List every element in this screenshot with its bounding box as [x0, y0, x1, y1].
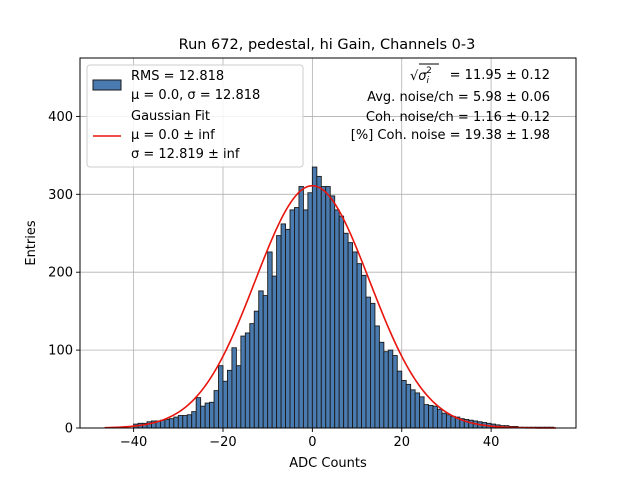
histogram-bar [311, 166, 318, 429]
histogram-bar [280, 223, 286, 429]
histogram-bar [378, 341, 385, 429]
histogram-bar [320, 186, 327, 429]
legend-histogram-swatch [92, 79, 122, 91]
histogram-bar [298, 186, 304, 429]
fit-curve-path [104, 184, 556, 429]
histogram-bar [441, 412, 447, 429]
legend-histogram-label-line2: μ = 0.0, σ = 12.818 [131, 88, 260, 103]
histogram-bar [227, 369, 233, 429]
histogram-bar [405, 383, 412, 429]
legend-fit-mu: μ = 0.0 ± inf [131, 128, 215, 143]
legend-fit-sigma: σ = 12.819 ± inf [131, 147, 240, 162]
histogram-bar [423, 404, 429, 429]
histogram-bar [401, 380, 407, 429]
histogram-bar [325, 186, 331, 429]
histogram-bar [410, 389, 416, 429]
legend-histogram-label-line1: RMS = 12.818 [131, 69, 224, 84]
y-axis-label: Entries [24, 220, 39, 266]
histogram-bar [240, 335, 246, 429]
histogram-bar [186, 414, 193, 429]
histogram-bar [387, 349, 394, 429]
histogram-bar [173, 416, 179, 429]
histogram-bar [419, 396, 425, 429]
legend: RMS = 12.818 μ = 0.0, σ = 12.818 Gaussia… [86, 64, 304, 168]
plot-frame [79, 57, 577, 429]
histogram-bar [294, 207, 300, 429]
y-tick-label: 100 [48, 344, 73, 359]
histogram-bar [195, 397, 202, 429]
gaussian-fit-curve [104, 184, 556, 429]
y-tick-label: 0 [65, 422, 73, 437]
histogram-bar [352, 251, 358, 429]
histogram-bar [289, 209, 295, 429]
histogram-bar [200, 405, 206, 429]
histogram-bar [414, 392, 421, 429]
x-axis-ticks: −40 −20 0 20 40 [120, 428, 499, 450]
x-tick-label: 20 [393, 435, 410, 450]
histogram-bar [276, 235, 282, 429]
histogram-bar [347, 242, 354, 429]
y-axis-ticks: 0 100 200 300 400 [48, 110, 80, 437]
histogram-bar [258, 290, 264, 429]
histogram-bar [249, 323, 255, 429]
histogram-bar [262, 295, 269, 429]
histogram-bar [316, 175, 322, 429]
histogram-bar [222, 380, 228, 429]
histogram-bar [235, 365, 242, 429]
annotation-line3: Coh. noise/ch = 1.16 ± 0.12 [366, 110, 550, 125]
histogram-bar [383, 351, 389, 429]
histogram-bar [253, 310, 260, 429]
y-tick-label: 300 [48, 188, 73, 203]
x-tick-label: 0 [308, 435, 316, 450]
noise-annotations: √σi2 = 11.95 ± 0.12 Avg. noise/ch = 5.98… [351, 63, 550, 143]
chart-title: Run 672, pedestal, hi Gain, Channels 0-3 [179, 37, 476, 53]
histogram-bar [437, 408, 443, 429]
histogram-bar [164, 418, 170, 429]
histogram-bar [307, 192, 313, 429]
histogram-bar [271, 275, 278, 429]
histogram-bar [329, 195, 336, 429]
x-tick-label: −40 [120, 435, 147, 450]
histogram-bar [370, 302, 376, 429]
histogram-bar [392, 355, 398, 429]
histogram-bar [302, 209, 309, 429]
y-tick-label: 400 [48, 110, 73, 125]
histogram-bar [213, 390, 219, 429]
histogram-bar [267, 251, 273, 429]
x-axis-label: ADC Counts [289, 456, 367, 471]
histogram-bar [374, 325, 380, 429]
histogram-bar [177, 415, 184, 429]
histogram-bar [365, 296, 371, 429]
histogram-bar [334, 209, 340, 429]
histogram-bar [343, 232, 349, 429]
x-tick-label: −20 [209, 435, 236, 450]
histogram-bar [338, 215, 345, 429]
y-tick-label: 200 [48, 266, 73, 281]
annotation-line2: Avg. noise/ch = 5.98 ± 0.06 [367, 90, 550, 105]
histogram-bar [432, 405, 438, 429]
histogram-bar [244, 332, 251, 429]
histogram-bar [218, 365, 224, 429]
histogram-bar [468, 419, 474, 429]
histogram-bar [209, 401, 215, 429]
histogram-bar [428, 404, 434, 429]
histogram-bar [356, 263, 362, 429]
histogram-bar [231, 347, 237, 429]
histogram-bar [450, 415, 456, 429]
sqrt-sigma-symbol: √σi2 [410, 66, 432, 86]
histogram-bar [396, 370, 403, 429]
x-tick-label: 40 [483, 435, 500, 450]
annotation-line1: = 11.95 ± 0.12 [450, 68, 550, 83]
histogram-bar [445, 414, 452, 429]
histogram-bar [168, 418, 175, 429]
legend-fit-label: Gaussian Fit [131, 109, 210, 124]
histogram-bar [285, 228, 291, 429]
histogram-bar [191, 411, 197, 429]
histogram-bar [204, 402, 211, 429]
annotation-line4: [%] Coh. noise = 19.38 ± 1.98 [351, 128, 550, 143]
histogram-bar [182, 415, 188, 429]
histogram-bar [361, 274, 367, 429]
legend-frame [86, 64, 304, 168]
